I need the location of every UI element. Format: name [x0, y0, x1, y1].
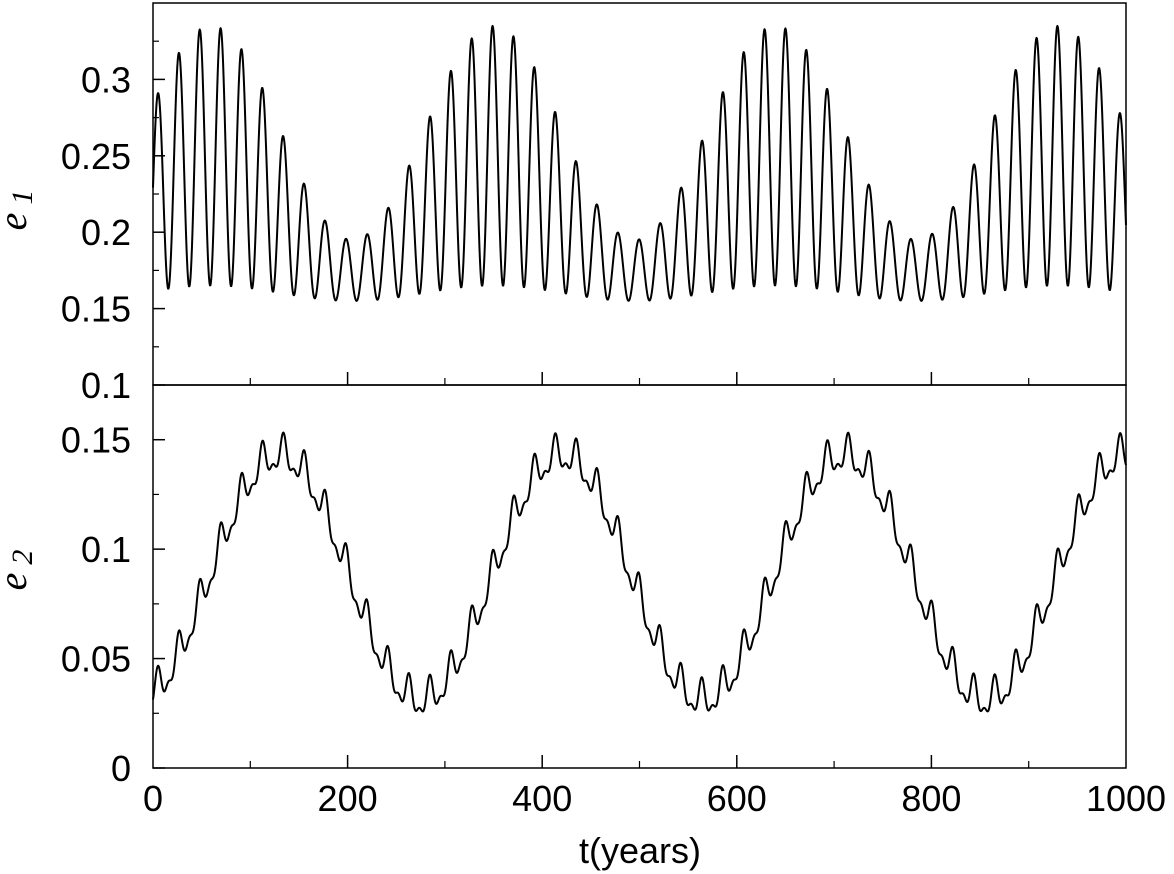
series-line	[152, 24, 1127, 302]
y-tick-label: 0.15	[61, 420, 131, 461]
x-tick-label: 600	[707, 778, 767, 819]
y-tick-label: 0.05	[61, 639, 131, 680]
series-line	[152, 431, 1127, 713]
y-tick-label: 0.3	[81, 59, 131, 100]
panel-e2: 0 0.05 0.1 0.15 0 200 400 600 800 1000	[61, 384, 1166, 819]
x-tick-label: 200	[318, 778, 378, 819]
x-tick-label: 1000	[1086, 778, 1166, 819]
x-tick-label: 800	[901, 778, 961, 819]
x-axis-label: t(years)	[579, 830, 701, 871]
x-tick-label: 0	[143, 778, 163, 819]
y-axis-label-e2: e2	[0, 550, 39, 591]
x-tick-label: 400	[512, 778, 572, 819]
y-tick-label: 0.15	[61, 289, 131, 330]
y-tick-label: 0.1	[81, 529, 131, 570]
y-tick-label: 0.2	[81, 212, 131, 253]
panel-e1: 0.1 0.15 0.2 0.25 0.3	[61, 2, 1127, 406]
y-axis-label-e1: e1	[0, 190, 39, 231]
y-tick-label: 0.25	[61, 136, 131, 177]
y-tick-label: 0	[111, 748, 131, 789]
y-tick-label: 0.1	[81, 365, 131, 406]
